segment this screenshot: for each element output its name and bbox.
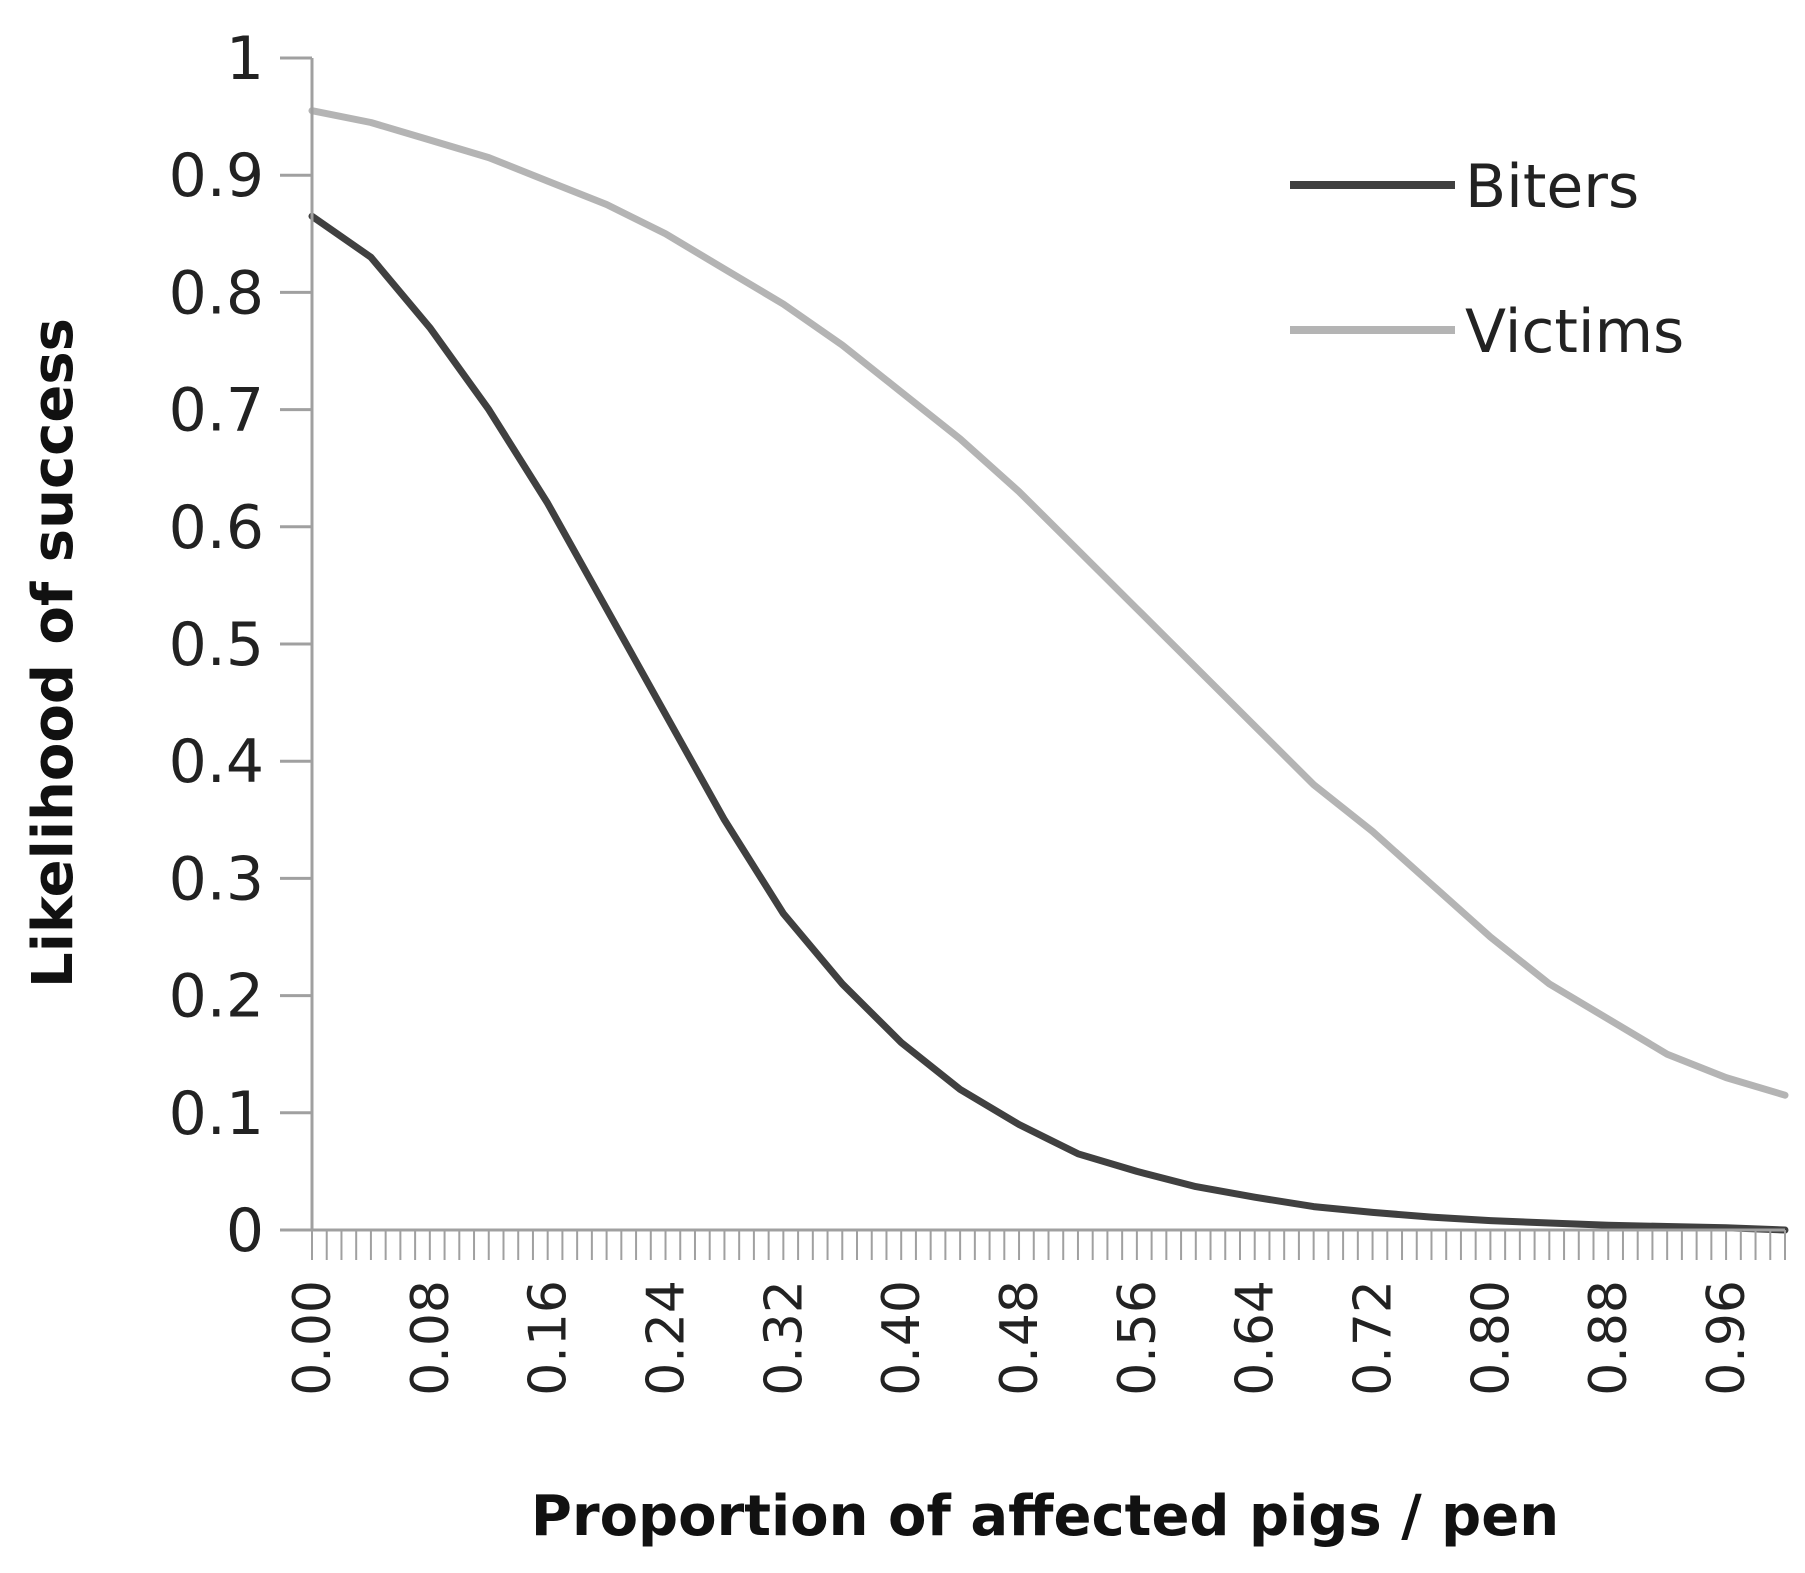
y-tick-label: 0.2 xyxy=(169,962,264,1032)
y-tick-label: 0.9 xyxy=(169,141,264,211)
x-minor-ticks xyxy=(311,1230,1786,1260)
y-tick-label: 0.7 xyxy=(169,376,264,446)
series-layer xyxy=(308,107,1789,1234)
y-tick-labels: 0 0.1 0.2 0.3 0.4 0.5 0.6 0.7 0.8 0.9 1 xyxy=(169,24,264,1266)
series-line-biters xyxy=(308,212,1789,1234)
y-tick-label: 0.4 xyxy=(169,727,264,797)
x-tick-label: 0.56 xyxy=(1108,1280,1168,1396)
y-tick-label: 0.3 xyxy=(169,844,264,914)
x-tick-label: 0.48 xyxy=(990,1280,1050,1396)
y-tick-label: 0.6 xyxy=(169,493,264,563)
x-tick-labels: 0.00 0.08 0.16 0.24 0.32 0.40 0.48 0.56 0.64 0.72… xyxy=(283,1280,1757,1396)
x-tick-label: 0.96 xyxy=(1697,1280,1757,1396)
y-ticks xyxy=(280,56,312,1232)
x-tick-label: 0.88 xyxy=(1579,1280,1639,1396)
legend: Biters Victims xyxy=(1290,152,1684,367)
x-tick-label: 0.24 xyxy=(637,1280,697,1396)
y-tick-label: 0.5 xyxy=(169,610,264,680)
legend-label-victims: Victims xyxy=(1465,297,1684,367)
legend-label-biters: Biters xyxy=(1465,152,1639,222)
x-tick-label: 0.40 xyxy=(872,1280,932,1396)
x-tick-label: 0.32 xyxy=(754,1280,814,1396)
x-tick-label: 0.72 xyxy=(1344,1280,1404,1396)
x-tick-label: 0.80 xyxy=(1461,1280,1521,1396)
series-line-victims xyxy=(308,107,1789,1099)
axes-layer: 00.10.20.30.40.50.60.70.80.91 0.00 0.08 0.… xyxy=(169,24,1786,1396)
x-tick-label: 0.16 xyxy=(519,1280,579,1396)
y-tick-label: 0.1 xyxy=(169,1079,264,1149)
y-tick-label: 1 xyxy=(226,24,264,94)
y-tick-label: 0 xyxy=(226,1196,264,1266)
y-axis-title: Likelihood of success xyxy=(21,318,86,988)
x-tick-label: 0.08 xyxy=(401,1280,461,1396)
x-tick-label: 0.64 xyxy=(1226,1280,1286,1396)
x-axis-title: Proportion of affected pigs / pen xyxy=(531,1484,1559,1549)
y-tick-label: 0.8 xyxy=(169,258,264,328)
x-tick-label: 0.00 xyxy=(283,1280,343,1396)
